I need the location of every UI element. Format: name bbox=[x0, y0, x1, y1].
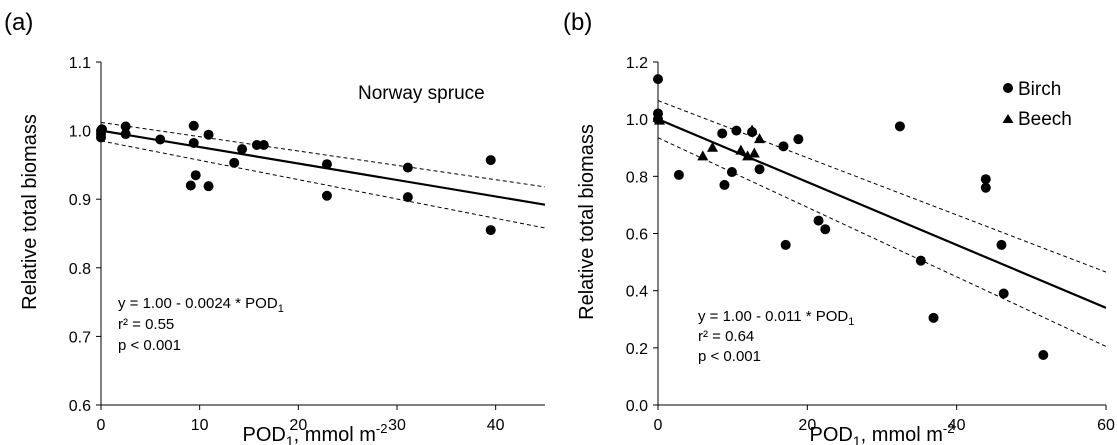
x-tick-label: 0 bbox=[654, 417, 663, 434]
regression-equation-a: y = 1.00 - 0.0024 * POD1 bbox=[118, 295, 284, 315]
data-point-birch bbox=[928, 312, 939, 323]
ci-lower-line bbox=[658, 137, 1106, 347]
y-tick-label: 1.1 bbox=[69, 55, 91, 72]
data-point-birch bbox=[980, 174, 991, 185]
data-point-series bbox=[237, 144, 248, 155]
x-axis-label-a: POD1, mmol m-2 bbox=[243, 421, 388, 445]
data-point-beech bbox=[746, 124, 758, 135]
data-point-beech bbox=[707, 141, 719, 152]
r-squared-a: r² = 0.55 bbox=[118, 316, 174, 333]
data-point-birch bbox=[998, 288, 1009, 299]
data-point-series bbox=[120, 121, 131, 132]
data-point-series bbox=[96, 132, 106, 143]
ci-upper-line bbox=[101, 121, 545, 188]
data-point-beech bbox=[742, 150, 754, 161]
data-point-series bbox=[402, 162, 413, 173]
x-tick-label: 10 bbox=[191, 417, 209, 434]
legend-label-norway-spruce: Norway spruce bbox=[358, 83, 485, 104]
y-tick-label: 0.6 bbox=[69, 398, 91, 415]
y-tick-label: 1.2 bbox=[626, 55, 648, 72]
data-point-birch bbox=[915, 255, 926, 266]
data-point-series bbox=[188, 120, 199, 131]
chart-panel-b: (b) 0.0 0.2 0.4 0.6 0.8 1.0 1.2 0 20 40 60 Birch B… bbox=[563, 9, 1115, 445]
r-squared-b: r² = 0.64 bbox=[698, 328, 754, 345]
y-axis-label-b: Relative total biomass bbox=[576, 124, 598, 320]
data-point-series bbox=[229, 157, 240, 168]
plot-area-b: 0.0 0.2 0.4 0.6 0.8 1.0 1.2 0 20 40 60 bbox=[626, 55, 1115, 434]
data-point-birch bbox=[731, 125, 742, 136]
legend-marker-birch bbox=[1003, 83, 1013, 93]
data-point-birch bbox=[820, 224, 831, 235]
data-point-birch bbox=[778, 141, 789, 152]
y-tick-label: 1.0 bbox=[626, 112, 648, 129]
data-point-birch bbox=[719, 179, 730, 190]
data-point-series bbox=[203, 181, 214, 192]
data-point-series bbox=[155, 134, 166, 145]
plot-area-a: 0.6 0.7 0.8 0.9 1.0 1.1 0 10 20 30 40 bbox=[69, 55, 545, 434]
data-point-series bbox=[321, 159, 332, 170]
data-point-series bbox=[185, 180, 196, 191]
data-point-birch bbox=[673, 169, 684, 180]
data-point-series bbox=[251, 140, 262, 151]
data-point-series bbox=[321, 190, 332, 201]
y-axis-label-a: Relative total biomass bbox=[19, 114, 41, 310]
data-point-birch bbox=[780, 239, 791, 250]
panel-label-a: (a) bbox=[4, 9, 33, 36]
regression-line bbox=[101, 129, 545, 206]
data-point-birch bbox=[813, 215, 824, 226]
data-point-series bbox=[203, 129, 214, 140]
data-point-beech bbox=[653, 114, 665, 125]
data-point-birch bbox=[726, 167, 737, 178]
p-value-a: p < 0.001 bbox=[118, 337, 181, 354]
lines-a bbox=[101, 121, 545, 229]
y-tick-label: 1.0 bbox=[69, 124, 91, 141]
y-tick-label: 0.7 bbox=[69, 329, 91, 346]
y-tick-label: 0.4 bbox=[626, 284, 648, 301]
data-point-birch bbox=[793, 134, 804, 145]
x-tick-label: 20 bbox=[289, 417, 307, 434]
data-point-series bbox=[96, 124, 107, 135]
data-point-birch bbox=[980, 182, 991, 193]
data-point-series bbox=[188, 137, 199, 148]
x-tick-label: 40 bbox=[948, 417, 966, 434]
y-tick-label: 0.6 bbox=[626, 227, 648, 244]
data-point-birch bbox=[653, 74, 663, 85]
data-point-beech bbox=[754, 133, 766, 144]
legend-label-beech: Beech bbox=[1018, 109, 1072, 130]
data-point-birch bbox=[1038, 349, 1049, 360]
x-tick-label: 0 bbox=[97, 417, 106, 434]
y-tick-label: 0.2 bbox=[626, 341, 648, 358]
x-tick-label: 60 bbox=[1097, 417, 1115, 434]
data-point-series bbox=[485, 155, 496, 166]
data-point-series bbox=[120, 129, 131, 140]
legend-b: Birch Beech bbox=[1002, 79, 1072, 130]
x-tick-label: 20 bbox=[798, 417, 816, 434]
x-axis-label-b: POD1, mmol m-2 bbox=[810, 421, 955, 445]
x-tick-label: 40 bbox=[487, 417, 505, 434]
data-point-series bbox=[402, 192, 413, 203]
y-tick-label: 0.9 bbox=[69, 192, 91, 209]
data-point-beech bbox=[697, 150, 709, 161]
y-tick-label: 0.8 bbox=[626, 169, 648, 186]
regression-equation-b: y = 1.00 - 0.011 * POD1 bbox=[698, 308, 854, 328]
p-value-b: p < 0.001 bbox=[698, 348, 761, 365]
y-tick-label: 0.8 bbox=[69, 261, 91, 278]
data-point-birch bbox=[717, 128, 728, 139]
data-point-birch bbox=[996, 239, 1007, 250]
data-point-series bbox=[258, 140, 269, 151]
chart-panel-a: (a) 0.6 0.7 0.8 0.9 1.0 1.1 0 10 20 30 40 Norway s… bbox=[4, 9, 545, 445]
regression-line bbox=[658, 118, 1106, 309]
data-point-series bbox=[190, 170, 201, 181]
panel-label-b: (b) bbox=[563, 9, 592, 36]
data-point-beech bbox=[735, 144, 747, 155]
y-tick-label: 0.0 bbox=[626, 398, 648, 415]
legend-marker-beech bbox=[1002, 114, 1014, 123]
ci-lower-line bbox=[101, 140, 545, 229]
data-point-birch bbox=[754, 164, 765, 175]
legend-label-birch: Birch bbox=[1018, 79, 1061, 100]
data-point-series bbox=[485, 225, 496, 236]
data-point-birch bbox=[894, 121, 905, 132]
x-tick-label: 30 bbox=[388, 417, 406, 434]
data-point-beech bbox=[748, 147, 760, 158]
